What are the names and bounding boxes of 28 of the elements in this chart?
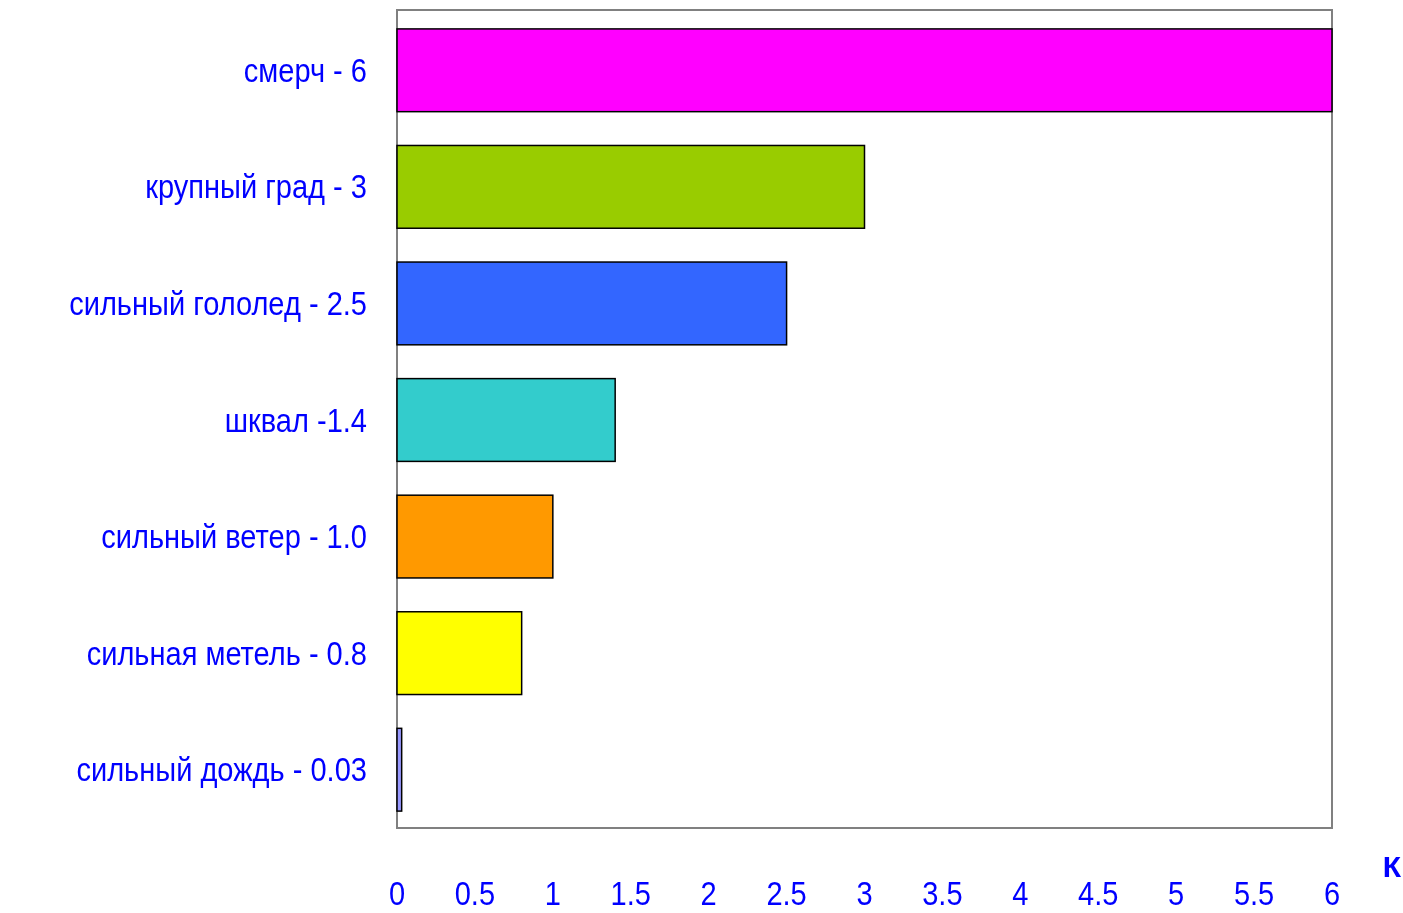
x-tick-label: 4 (1012, 874, 1029, 912)
y-tick-label: крупный град - 3 (145, 168, 367, 206)
y-tick-label: шквал -1.4 (224, 401, 367, 439)
y-tick-label: сильный ветер - 1.0 (101, 518, 367, 556)
bar (396, 494, 554, 579)
x-tick-label: 4.5 (1078, 874, 1119, 912)
x-tick-label: 5.5 (1233, 874, 1275, 912)
y-tick-label: сильный гололед - 2.5 (69, 285, 367, 323)
x-tick-label: 3.5 (922, 874, 963, 912)
bar (396, 144, 866, 229)
x-tick-label: 1 (544, 874, 561, 912)
bar (396, 377, 616, 463)
bar (396, 611, 523, 696)
x-tick-label: 3 (856, 874, 873, 912)
x-tick-label: 5 (1168, 874, 1185, 912)
y-tick-label: сильная метель - 0.8 (86, 634, 367, 673)
x-tick-label: 6 (1323, 874, 1341, 912)
x-tick-label: 2.5 (766, 874, 807, 912)
bar (396, 28, 1333, 113)
y-tick-label: сильный дождь - 0.03 (76, 751, 367, 789)
bar (396, 261, 788, 346)
bar (396, 727, 403, 812)
x-tick-label: 2 (700, 874, 717, 912)
x-tick-label: 0 (388, 874, 406, 912)
x-axis-title: К (1382, 849, 1402, 883)
x-tick-label: 1.5 (610, 874, 651, 912)
y-tick-label: смерч - 6 (243, 52, 367, 90)
x-tick-label: 0.5 (454, 874, 496, 912)
